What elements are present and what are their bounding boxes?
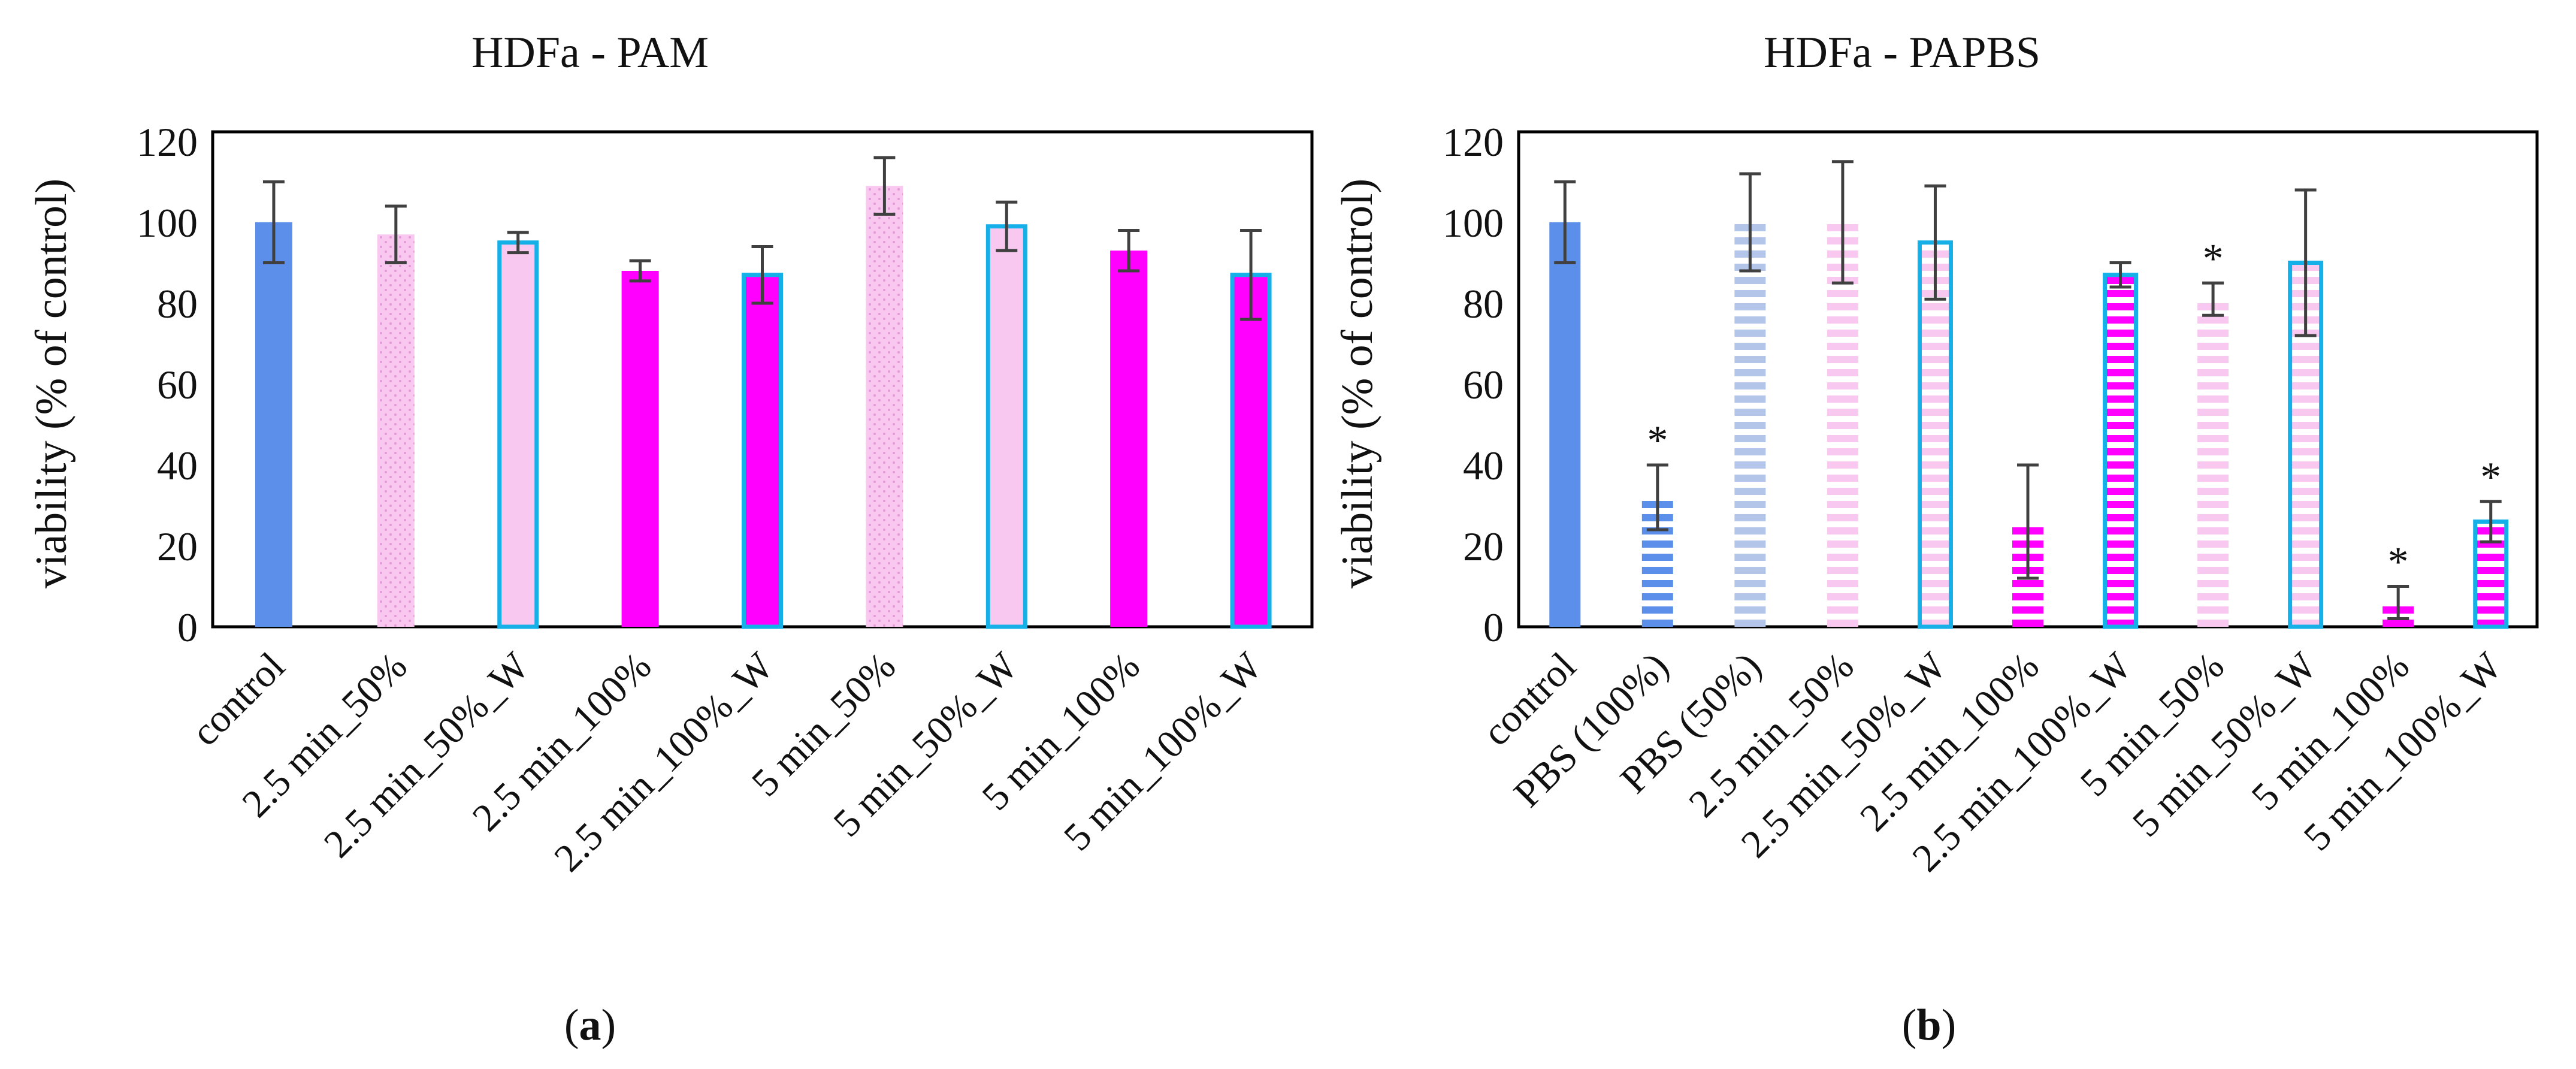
y-tick-label: 120 [137, 119, 198, 165]
significance-star: * [2388, 539, 2409, 585]
error-bar [2387, 585, 2409, 620]
significance-star: * [1647, 418, 1668, 464]
error-bar [262, 180, 285, 264]
bar [377, 234, 415, 627]
caption-open: ( [564, 1001, 579, 1050]
y-axis-label: viability (% of control) [27, 179, 76, 588]
bar [742, 273, 783, 629]
error-bar [1554, 180, 1576, 264]
error-bar [2109, 261, 2131, 289]
significance-star: * [2480, 454, 2501, 500]
error-bar [1739, 172, 1761, 273]
category-label: 2.5 min_100%_W [546, 644, 782, 880]
error-bar [2294, 188, 2317, 337]
error-bar [2017, 463, 2039, 580]
error-bar [385, 204, 407, 264]
panel-caption: (b) [1902, 1001, 1956, 1050]
error-bar [629, 259, 651, 283]
bar [1110, 250, 1148, 627]
error-bar [1118, 229, 1140, 273]
y-tick-label: 0 [177, 605, 198, 650]
caption-letter: b [1916, 1001, 1941, 1050]
y-ticks: 0 20 40 60 80 100 120 [1443, 119, 1504, 650]
y-tick-label: 100 [1443, 200, 1504, 246]
caption-close: ) [1942, 1001, 1957, 1050]
bar [1827, 222, 1858, 627]
bar [866, 186, 903, 627]
error-bar [873, 156, 896, 216]
y-tick-label: 0 [1483, 605, 1504, 650]
error-bar [996, 200, 1018, 252]
error-bar [1240, 229, 1262, 321]
y-tick-label: 80 [1463, 281, 1504, 327]
error-bar [1924, 184, 1946, 301]
panel-b: HDFa - PAPBS viability (% of control) 0 2… [1333, 28, 2539, 1050]
y-tick-label: 80 [157, 281, 198, 327]
y-tick-label: 100 [137, 200, 198, 246]
significance-star: * [2203, 235, 2224, 282]
bar [2103, 273, 2139, 629]
y-axis-label: viability (% of control) [1333, 179, 1382, 588]
category-label: control [183, 644, 294, 754]
caption-close: ) [601, 1001, 616, 1050]
caption-letter: a [579, 1001, 601, 1050]
bar [1734, 222, 1766, 627]
y-tick-label: 40 [1463, 443, 1504, 488]
chart-title: HDFa - PAPBS [1764, 28, 2040, 77]
error-bar [1646, 463, 1668, 532]
bar [2197, 299, 2229, 627]
panel-a: HDFa - PAM viability (% of control) 0 20 4… [27, 28, 1314, 1050]
y-tick-label: 20 [157, 524, 198, 569]
error-bar [1831, 160, 1854, 285]
category-label: 2.5 min_50%_W [316, 644, 538, 866]
bar [985, 224, 1027, 629]
error-bar [751, 245, 773, 305]
bar [2288, 261, 2324, 629]
error-bar [507, 231, 529, 255]
y-tick-label: 60 [157, 362, 198, 407]
panel-caption: (a) [564, 1001, 616, 1050]
bar [1917, 240, 1953, 629]
bar [621, 271, 659, 627]
error-bars [262, 156, 1262, 321]
error-bar [2202, 281, 2224, 317]
caption-open: ( [1902, 1001, 1917, 1050]
y-tick-label: 120 [1443, 119, 1504, 165]
chart-title: HDFa - PAM [471, 28, 709, 77]
bar [1549, 222, 1581, 627]
bar [497, 240, 539, 629]
bar [1230, 273, 1272, 629]
y-tick-label: 40 [157, 443, 198, 488]
y-ticks: 0 20 40 60 80 100 120 [137, 119, 198, 650]
error-bar [2480, 500, 2502, 543]
y-tick-label: 60 [1463, 362, 1504, 407]
significance-markers: * * * * [1647, 235, 2501, 585]
y-tick-label: 20 [1463, 524, 1504, 569]
error-bars [1554, 160, 2502, 620]
bar [255, 222, 292, 627]
